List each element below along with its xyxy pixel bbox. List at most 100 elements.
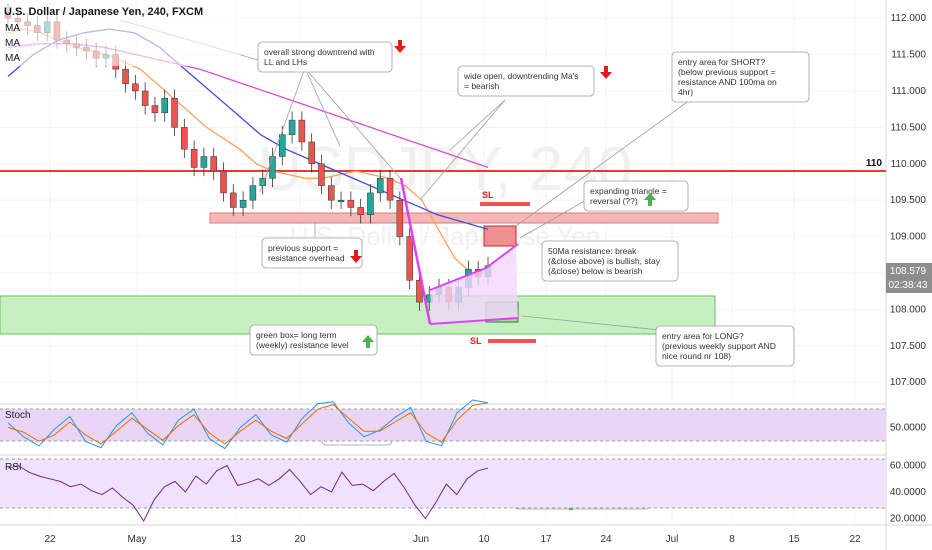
annotation-text: reversal (??) xyxy=(590,196,638,206)
candle-body xyxy=(122,68,129,84)
price-tick-label: 109.000 xyxy=(890,232,927,243)
sl-line-short xyxy=(480,202,530,206)
candle-body xyxy=(288,119,296,135)
price-tick-label: 107.000 xyxy=(890,377,927,388)
time-tick-label: 20 xyxy=(294,534,306,545)
annotation-box xyxy=(457,65,595,97)
annotation-text: = bearish xyxy=(464,81,499,91)
annotation-text: green box= long term xyxy=(256,330,337,340)
candle-body xyxy=(141,90,149,106)
price-tick-label: 109.500 xyxy=(890,195,927,206)
annotation-note5[interactable]: previous support =resistance overhead xyxy=(261,237,363,269)
price-tick-label: 111.500 xyxy=(891,50,926,61)
annotation-text: (&close above) is bullish, stay xyxy=(548,256,661,266)
candle-body xyxy=(200,156,208,168)
time-tick-label: 8 xyxy=(729,534,735,545)
candle-body xyxy=(386,178,394,201)
candle-body xyxy=(249,185,257,201)
annotation-text: (previous weekly support AND xyxy=(662,341,776,351)
rsi-band xyxy=(0,459,886,508)
candle-body xyxy=(298,119,306,143)
rsi-line xyxy=(7,464,489,523)
candle-body xyxy=(239,199,247,208)
candle-body xyxy=(220,170,227,194)
annotation-text: (weekly) resistance level xyxy=(256,340,349,350)
indicator-ma-1[interactable]: MA xyxy=(5,23,20,34)
annotation-text: expanding triangle = xyxy=(590,186,667,196)
annotation-text: resistance overhead xyxy=(268,253,345,263)
annotation-box xyxy=(655,325,795,367)
annotation-text: (&close) below is bearish xyxy=(548,266,643,276)
pane-tick-label: 50.0000 xyxy=(890,423,927,434)
last-price-tag xyxy=(886,263,932,293)
candle-body xyxy=(406,236,413,281)
candle-body xyxy=(171,98,178,128)
annotation-text: resistance AND 100ma on xyxy=(678,77,777,87)
time-tick-label: Jul xyxy=(666,534,679,545)
time-tick-label: 24 xyxy=(600,534,612,545)
price-tick-label: 111.000 xyxy=(891,86,926,97)
time-tick-label: 10 xyxy=(478,534,490,545)
time-axis[interactable]: 22 May 13 20 Jun 10 17 24 Jul 8 15 22 xyxy=(44,534,861,545)
red-support-zone xyxy=(209,212,719,224)
candle-body xyxy=(210,156,217,172)
annotation-note7[interactable]: green box= long term(weekly) resistance … xyxy=(249,324,378,356)
pane-tick-label: 40.0000 xyxy=(890,487,927,498)
time-tick-label: 13 xyxy=(230,534,242,545)
annotation-box xyxy=(671,51,810,103)
resistance-110-label: 110 xyxy=(866,158,883,169)
candle-body xyxy=(367,192,374,215)
price-tick-label: 107.500 xyxy=(890,341,927,352)
stoch-band xyxy=(0,409,886,441)
triangle-left-edge xyxy=(399,177,432,325)
arrow-up-icon xyxy=(362,335,374,348)
candle-body xyxy=(190,148,198,168)
sl-label-short: SL xyxy=(482,190,494,200)
annotation-note2[interactable]: wide open, downtrending Ma's= bearish xyxy=(457,65,612,97)
time-tick-label: May xyxy=(128,534,147,545)
time-tick-label: 22 xyxy=(849,534,861,545)
candle-body xyxy=(357,207,364,215)
annotation-note4[interactable]: expanding triangle =reversal (??) xyxy=(583,180,689,212)
annotation-text: 50Ma resistance: break xyxy=(548,246,637,256)
annotation-text: (below previous support = xyxy=(678,67,776,77)
candle-body xyxy=(279,134,286,157)
candle-body xyxy=(269,156,276,179)
indicator-ma-2[interactable]: MA xyxy=(5,38,20,49)
candle-body xyxy=(328,185,335,201)
symbol-title: U.S. Dollar / Japanese Yen, 240, FXCM xyxy=(4,6,203,18)
candle-body xyxy=(337,199,345,202)
sl-label-long: SL xyxy=(470,336,482,346)
indicator-ma-3[interactable]: MA xyxy=(5,53,20,64)
time-tick-label: 15 xyxy=(788,534,800,545)
candle-body xyxy=(396,199,404,237)
annotation-text: entry area for LONG? xyxy=(662,331,744,341)
candle-body xyxy=(376,178,384,194)
triangle-upper-edge xyxy=(429,243,519,291)
triangle-lower-edge xyxy=(429,317,519,325)
price-tick-label: 110.000 xyxy=(891,159,927,170)
arrow-down-icon xyxy=(394,40,406,53)
time-tick-label: 22 xyxy=(44,534,56,545)
annotation-box xyxy=(583,180,689,212)
expanding-triangle-fill xyxy=(430,244,518,325)
annotation-box xyxy=(541,240,679,282)
sl-line-long xyxy=(488,339,536,343)
candle-body xyxy=(132,83,139,92)
pane-tick-label: 60.0000 xyxy=(890,461,927,472)
short-entry-box[interactable] xyxy=(483,225,517,247)
candle-body xyxy=(318,163,325,186)
time-tick-label: 17 xyxy=(540,534,552,545)
stoch-d-line xyxy=(7,402,489,445)
annotation-note8[interactable]: entry area for LONG?(previous weekly sup… xyxy=(655,325,795,367)
price-tick-label: 112.000 xyxy=(891,13,927,24)
annotation-note3[interactable]: entry area for SHORT?(below previous sup… xyxy=(671,51,810,103)
price-tick-label: 108.000 xyxy=(890,304,927,315)
candle-body xyxy=(230,192,237,208)
bar-countdown: 02:38:43 xyxy=(889,280,928,291)
arrow-down-icon xyxy=(350,250,362,263)
annotation-note6[interactable]: 50Ma resistance: break(&close above) is … xyxy=(541,240,679,282)
arrow-down-icon xyxy=(600,66,612,79)
